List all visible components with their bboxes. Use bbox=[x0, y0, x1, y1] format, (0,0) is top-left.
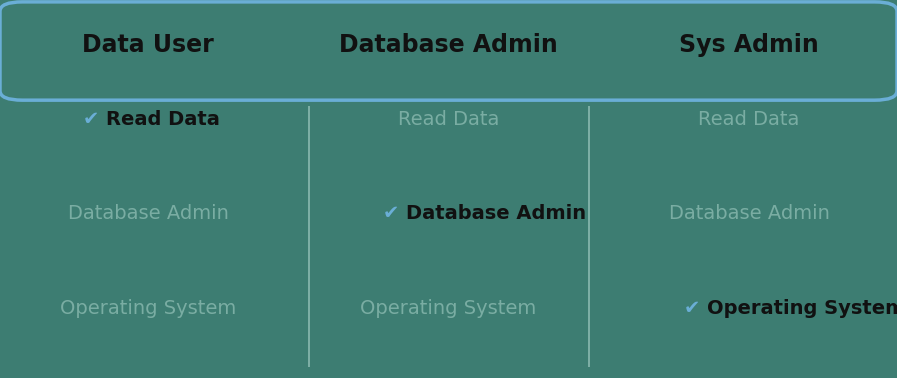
Text: Database Admin: Database Admin bbox=[339, 33, 558, 57]
Text: Read Data: Read Data bbox=[698, 110, 800, 129]
Text: Database Admin: Database Admin bbox=[67, 204, 229, 223]
Text: ✔: ✔ bbox=[684, 299, 700, 318]
Text: Operating System: Operating System bbox=[707, 299, 897, 318]
Text: ✔: ✔ bbox=[83, 110, 99, 129]
Text: Operating System: Operating System bbox=[361, 299, 536, 318]
Text: Database Admin: Database Admin bbox=[406, 204, 587, 223]
Text: Database Admin: Database Admin bbox=[668, 204, 830, 223]
FancyBboxPatch shape bbox=[0, 2, 897, 100]
Text: ✔: ✔ bbox=[383, 204, 399, 223]
Text: Read Data: Read Data bbox=[397, 110, 500, 129]
Text: Read Data: Read Data bbox=[106, 110, 220, 129]
Text: Sys Admin: Sys Admin bbox=[679, 33, 819, 57]
Text: Operating System: Operating System bbox=[60, 299, 236, 318]
Text: Data User: Data User bbox=[83, 33, 213, 57]
